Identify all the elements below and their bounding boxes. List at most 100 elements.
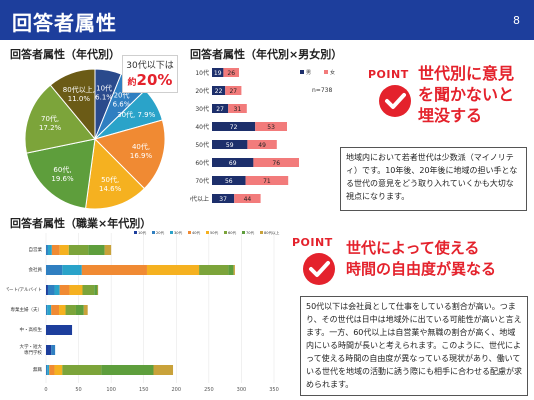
occupation-legend-label: 60代 <box>228 230 237 235</box>
occupation-legend-label: 20代 <box>156 230 165 235</box>
occupation-category-label: パート/アルバイト <box>6 287 42 293</box>
callout-prefix: 約 <box>127 78 137 88</box>
occupation-bar-segment <box>153 365 174 375</box>
occupation-legend-label: 10代 <box>138 230 147 235</box>
pie-slice-label: 70代, 17.2% <box>39 114 62 132</box>
header-bar <box>0 0 534 40</box>
occupation-bar-segment <box>47 285 55 295</box>
gender-bar-value: 27 <box>216 106 224 113</box>
gender-bar-segment <box>253 158 299 167</box>
point2-note: 50代以下は会社員として仕事をしている割合が高い。つまり、その世代は日中は地域外… <box>300 296 528 396</box>
occupation-legend-label: 70代 <box>246 230 255 235</box>
gender-bar-segment <box>255 122 287 131</box>
occupation-bar-segment <box>51 245 60 255</box>
occupation-x-tick: 300 <box>237 387 247 393</box>
occupation-bar-segment <box>46 245 48 255</box>
occupation-bar-segment <box>228 265 234 275</box>
occupation-category-label: 自営業 <box>29 246 43 253</box>
occupation-category-label: 大学・短大専門学校 <box>20 343 43 356</box>
occupation-legend-swatch <box>134 231 137 234</box>
age-section-title: 回答者属性（年代別） <box>10 48 120 61</box>
gender-bar-segment <box>212 176 246 185</box>
callout-percent: 20% <box>136 71 173 89</box>
occupation-bar-segment <box>94 285 98 295</box>
age-gender-bar-chart: 10代 19 26 20代 22 27 30代 27 31 40代 72 53 50代 59 49 60代 69… <box>190 68 335 203</box>
pie-slice <box>94 119 166 190</box>
gender-bar-segment <box>212 86 226 95</box>
gender-chart-category-label: 30代 <box>195 105 209 113</box>
callout-value: 約20% <box>123 71 177 92</box>
occupation-bar-segment <box>62 265 82 275</box>
pie-slice <box>49 68 96 141</box>
gender-chart-category-label: 80代以上 <box>190 195 209 203</box>
gender-bar-value: 56 <box>225 178 233 185</box>
callout-caption: 30代以下は <box>126 61 174 71</box>
pie-slice <box>85 137 146 210</box>
gender-chart-category-label: 40代 <box>195 123 209 131</box>
gender-chart-category-label: 20代 <box>195 87 209 95</box>
gender-legend-swatch <box>324 70 328 74</box>
occupation-legend-swatch <box>260 231 263 234</box>
occupation-x-tick: 250 <box>204 387 214 393</box>
pie-slice <box>24 84 96 154</box>
pie-slice-label: 20代 6.6% <box>113 90 131 108</box>
occupation-bar-segment <box>68 245 89 255</box>
occupation-bar-segment <box>104 245 112 255</box>
occupation-bar-segment <box>47 305 52 315</box>
check-circle-icon <box>303 253 335 285</box>
occupation-bar-segment <box>88 245 105 255</box>
gender-chart-category-label: 60代 <box>195 159 209 167</box>
pie-slice-label: 80代以上, 11.0% <box>63 85 95 103</box>
occupation-bar-segment <box>62 365 102 375</box>
pie-slice-label: 60代, 19.6% <box>51 165 74 183</box>
gender-bar-value: 19 <box>214 70 222 77</box>
occupation-category-label: 中・高校生 <box>20 326 43 333</box>
occupation-legend-swatch <box>242 231 245 234</box>
gender-bar-segment <box>212 158 254 167</box>
gender-legend-label: 男 <box>306 70 311 76</box>
occupation-section-title: 回答者属性（職業×年代別） <box>10 217 152 230</box>
occupation-bar-segment <box>101 365 154 375</box>
gender-bar-segment <box>245 176 289 185</box>
gender-bar-segment <box>223 68 239 77</box>
gender-chart-category-label: 70代 <box>195 177 209 185</box>
occupation-bar-segment <box>69 285 83 295</box>
occupation-legend-swatch <box>224 231 227 234</box>
occupation-category-label: 専業主婦（夫） <box>11 306 43 313</box>
gender-bar-segment <box>212 68 224 77</box>
gender-bar-segment <box>212 194 235 203</box>
point1-heading-line2: を聞かないと <box>418 85 515 104</box>
gender-legend-swatch <box>300 70 304 74</box>
occupation-bar-segment <box>47 365 50 375</box>
gender-chart-category-label: 50代 <box>195 141 209 149</box>
pie-slice-label: 50代, 14.6% <box>99 175 122 193</box>
occupation-bar-segment <box>97 285 99 295</box>
under-30s-callout: 30代以下は 約20% <box>122 55 178 93</box>
point2-heading: 世代によって使える 時間の自由度が異なる <box>346 238 496 280</box>
age-pie-chart: 10代 6.1% 20代 6.6% 30代, 7.9% 40代, 16.9% 50代, 14.6… <box>24 68 166 210</box>
occupation-bar-segment <box>49 365 55 375</box>
occupation-bar-segment <box>146 265 200 275</box>
gender-chart-category-label: 10代 <box>195 69 209 77</box>
gender-bar-value: 71 <box>263 178 271 185</box>
pie-slice-label: 30代, 7.9% <box>117 110 155 119</box>
point1-heading-line1: 世代別に意見 <box>418 64 515 83</box>
occupation-bar-segment <box>54 285 60 295</box>
occupation-bar-segment <box>59 305 66 315</box>
occupation-bar-segment <box>47 245 52 255</box>
gender-bar-value: 59 <box>226 142 234 149</box>
occupation-x-tick: 200 <box>172 387 182 393</box>
occupation-legend-swatch <box>170 231 173 234</box>
gender-bar-value: 72 <box>230 124 238 131</box>
occupation-bar-segment <box>46 285 48 295</box>
occupation-bar-segment <box>51 345 56 355</box>
check-circle-icon <box>379 85 411 117</box>
occupation-legend-swatch <box>152 231 155 234</box>
page-title: 回答者属性 <box>12 11 117 35</box>
sample-size-label: n=738 <box>312 87 332 94</box>
gender-bar-segment <box>212 104 229 113</box>
occupation-bar-segment <box>46 345 52 355</box>
point2-heading-line1: 世代によって使える <box>346 239 480 257</box>
gender-bar-segment <box>212 140 248 149</box>
point1-heading: 世代別に意見 を聞かないと 埋没する <box>418 63 514 126</box>
